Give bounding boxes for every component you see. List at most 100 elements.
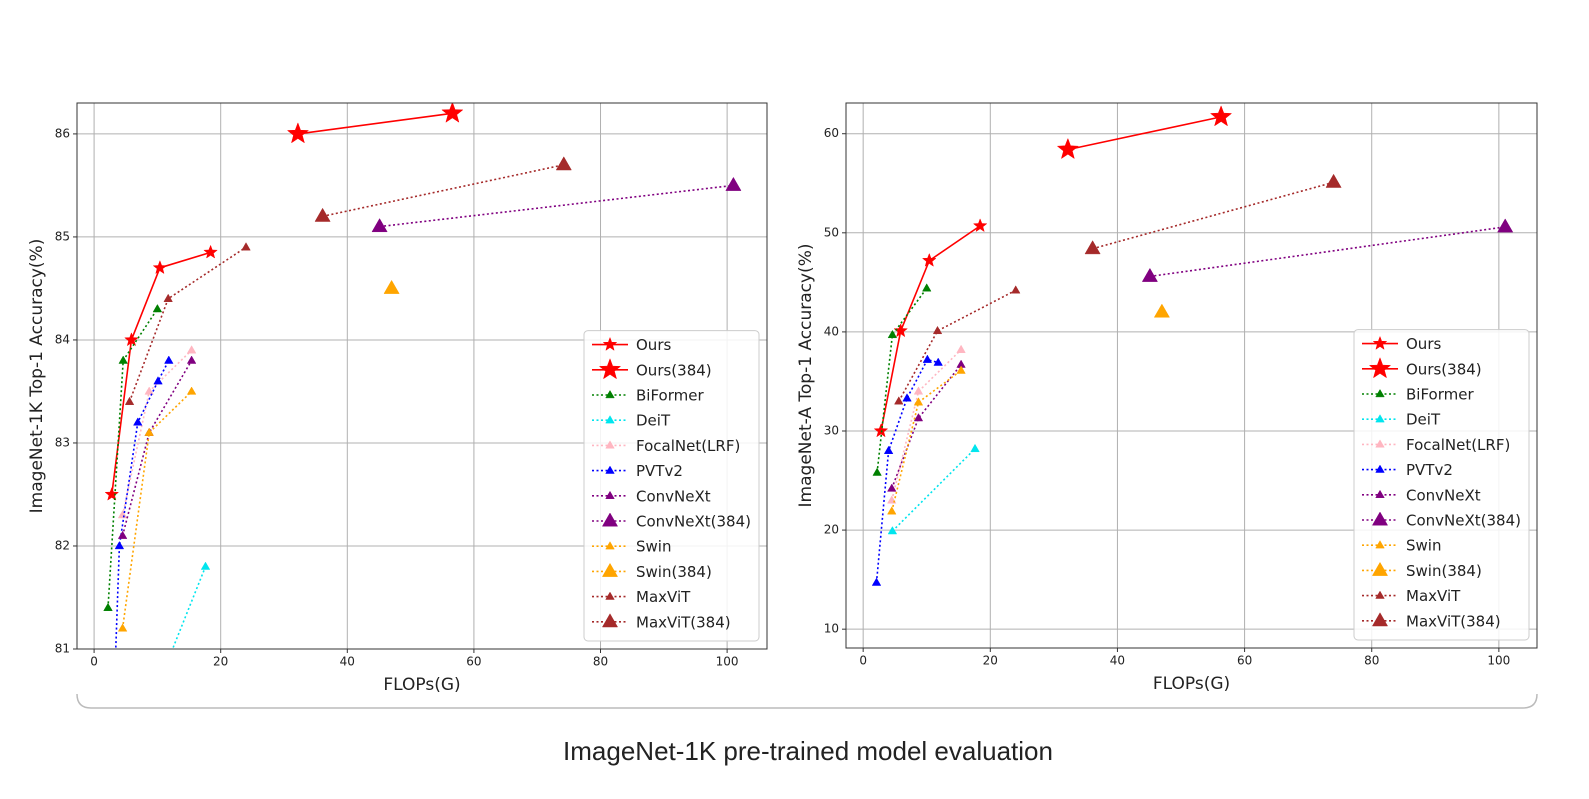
series-line <box>322 164 564 218</box>
legend-label: PVTv2 <box>636 462 683 480</box>
y-tick-label: 82 <box>55 538 70 552</box>
marker <box>164 355 174 364</box>
marker <box>883 445 894 454</box>
x-tick-label: 60 <box>1237 654 1252 668</box>
legend-box <box>1353 329 1530 641</box>
legend-box <box>583 330 760 642</box>
marker <box>1141 267 1158 282</box>
x-axis-label: FLOPs(G) <box>1153 674 1230 694</box>
legend-label: ConvNeXt(384) <box>636 513 751 531</box>
legend-marker <box>605 541 615 550</box>
marker <box>933 357 943 366</box>
marker <box>956 365 966 374</box>
plot-frame <box>76 102 768 650</box>
legend-label: MaxViT <box>636 588 691 606</box>
marker <box>114 541 125 550</box>
legend-marker <box>1375 439 1385 448</box>
series-line <box>121 390 193 629</box>
legend-marker <box>1371 561 1389 576</box>
marker <box>922 354 933 363</box>
legend-label: FocalNet(LRF) <box>636 437 740 455</box>
y-tick-label: 10 <box>824 622 839 636</box>
marker <box>1056 137 1079 160</box>
marker <box>894 396 904 405</box>
marker <box>1209 105 1233 127</box>
legend-marker <box>1371 612 1389 627</box>
legend-label: MaxViT <box>1406 587 1461 605</box>
marker <box>241 242 251 251</box>
series-line <box>297 112 453 135</box>
y-tick-label: 84 <box>55 332 70 346</box>
series-line <box>111 251 211 495</box>
marker <box>286 122 310 144</box>
legend-marker <box>1375 389 1385 398</box>
marker <box>555 156 572 171</box>
legend-label: DeiT <box>1406 411 1441 429</box>
marker <box>1325 173 1342 188</box>
x-tick-label: 60 <box>466 655 481 669</box>
marker <box>124 396 135 405</box>
series-line <box>114 360 170 649</box>
legend-label: BiFormer <box>636 387 704 405</box>
marker <box>119 768 128 775</box>
marker <box>124 332 139 347</box>
series-line <box>898 289 1017 402</box>
marker <box>871 577 882 586</box>
y-axis-label: ImageNet-1K Top-1 Accuracy(%) <box>27 239 47 514</box>
plot-area <box>103 103 742 775</box>
legend-label: DeiT <box>636 412 671 430</box>
legend-marker <box>601 562 619 577</box>
legend-label: Ours <box>636 336 671 354</box>
x-tick-label: 40 <box>340 655 355 669</box>
legend-label: Ours(384) <box>1406 360 1482 378</box>
bracket <box>76 693 1538 709</box>
legend-label: Swin(384) <box>636 563 712 581</box>
marker <box>887 526 898 535</box>
series-line <box>1067 116 1222 151</box>
legend-label: Ours(384) <box>636 361 712 379</box>
legend-marker <box>605 465 615 474</box>
marker <box>921 252 937 267</box>
y-tick-label: 50 <box>824 225 839 239</box>
x-tick-label: 20 <box>213 655 228 669</box>
marker <box>887 506 897 515</box>
legend-label: MaxViT(384) <box>636 613 731 631</box>
marker <box>441 103 464 123</box>
marker <box>887 483 897 492</box>
x-tick-label: 40 <box>1110 654 1125 668</box>
marker <box>1011 285 1021 294</box>
marker <box>200 561 211 570</box>
y-tick-label: 86 <box>55 126 70 140</box>
x-tick-label: 80 <box>593 655 608 669</box>
legend-marker <box>601 613 619 628</box>
plot-frame <box>845 102 1538 649</box>
marker <box>1497 218 1514 233</box>
legend-marker <box>602 336 618 351</box>
y-tick-label: 20 <box>824 523 839 537</box>
legend-marker <box>1368 357 1392 379</box>
legend-marker <box>605 415 615 424</box>
y-tick-label: 85 <box>55 229 70 243</box>
legend-marker <box>1375 590 1385 599</box>
x-tick-label: 100 <box>716 655 739 669</box>
marker <box>203 244 218 259</box>
series-line <box>891 349 962 501</box>
marker <box>970 443 980 453</box>
y-tick-label: 30 <box>824 423 839 437</box>
x-tick-label: 0 <box>859 654 867 668</box>
marker <box>133 417 143 426</box>
series-line <box>1092 181 1334 250</box>
legend-marker <box>605 591 615 600</box>
series-line <box>875 358 939 583</box>
legend-label: Ours <box>1406 335 1441 353</box>
x-tick-label: 100 <box>1487 654 1510 668</box>
series-line <box>128 246 247 403</box>
marker <box>913 397 924 406</box>
marker <box>153 376 163 385</box>
legend-label: Swin <box>1406 537 1441 555</box>
legend-label: PVTv2 <box>1406 461 1453 479</box>
marker <box>186 355 197 364</box>
legend-marker <box>598 358 622 380</box>
marker <box>922 283 932 292</box>
marker <box>186 386 197 395</box>
